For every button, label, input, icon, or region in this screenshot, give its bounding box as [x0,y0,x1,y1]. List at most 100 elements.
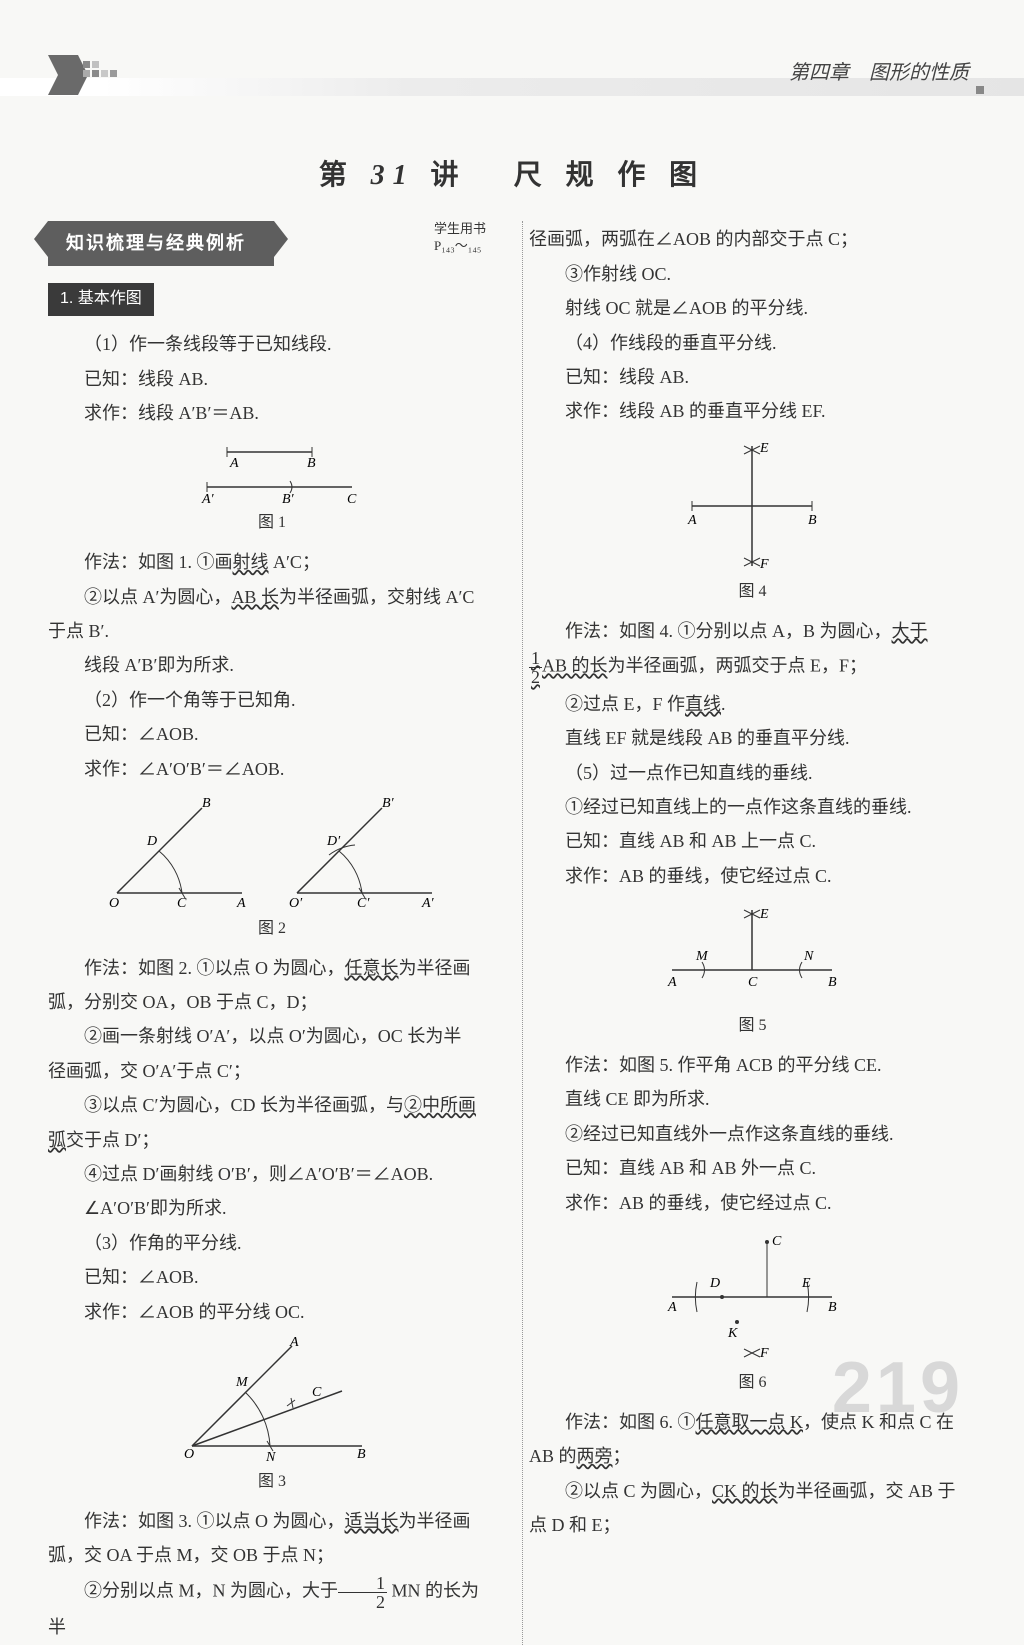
text: ④过点 D′画射线 O′B′，则∠A′O′B′＝∠AOB. [48,1158,496,1190]
section-banner: 知识梳理与经典例析 学生用书 P₁₄₃～₁₄₅ [48,221,496,265]
text: 径画弧，两弧在∠AOB 的内部交于点 C； [529,223,976,255]
svg-text:E: E [759,441,769,456]
text: ∠A′O′B′即为所求. [48,1192,496,1224]
svg-text:B: B [307,456,316,471]
figure-4-caption: 图 4 [529,578,976,607]
text: （4）作线段的垂直平分线. [529,327,976,359]
svg-text:F: F [759,1346,769,1361]
text: 求作：∠AOB 的平分线 OC. [48,1296,496,1328]
text: （3）作角的平分线. [48,1227,496,1259]
text: 弧，分别交 OA，OB 于点 C，D； [48,986,496,1018]
logo-icon [48,55,118,95]
svg-text:F: F [759,557,769,572]
svg-text:A′: A′ [201,492,215,507]
text: ③以点 C′为圆心，CD 长为半径画弧，与②中所画 [48,1089,496,1121]
title-prefix: 第 [319,159,355,190]
chapter-label: 第四章 图形的性质 [789,55,969,91]
figure-4: A B E F 图 4 [529,436,976,607]
text: 求作：AB 的垂线，使它经过点 C. [529,1187,976,1219]
svg-text:A: A [667,1300,677,1315]
svg-text:A: A [289,1336,299,1350]
text: 求作：∠A′O′B′＝∠AOB. [48,753,496,785]
left-column: 知识梳理与经典例析 学生用书 P₁₄₃～₁₄₅ 1. 基本作图 （1）作一条线段… [48,221,502,1645]
text: 线段 A′B′即为所求. [48,649,496,681]
text: （2）作一个角等于已知角. [48,684,496,716]
text: 作法：如图 2. ①以点 O 为圆心，任意长为半径画 [48,952,496,984]
svg-text:D: D [146,834,157,849]
svg-text:B: B [828,1300,837,1315]
svg-text:O: O [109,896,119,911]
svg-text:E: E [759,907,769,922]
figure-1-caption: 图 1 [48,509,496,538]
text: 射线 OC 就是∠AOB 的平分线. [529,292,976,324]
title-main: 尺 规 作 图 [514,159,705,190]
text: 求作：AB 的垂线，使它经过点 C. [529,860,976,892]
svg-text:O: O [184,1447,194,1462]
svg-text:C: C [748,975,758,990]
text: ③作射线 OC. [529,258,976,290]
text: ②以点 A′为圆心，AB 长为半径画弧，交射线 A′C [48,581,496,613]
svg-text:B: B [202,796,211,811]
text: 作法：如图 5. 作平角 ACB 的平分线 CE. [529,1049,976,1081]
text: ②画一条射线 O′A′，以点 O′为圆心，OC 长为半 [48,1020,496,1052]
svg-text:A: A [687,513,697,528]
svg-text:A′: A′ [421,896,435,911]
subsection-heading: 1. 基本作图 [48,283,154,316]
text: 已知：∠AOB. [48,1261,496,1293]
text: 作法：如图 3. ①以点 O 为圆心，适当长为半径画 [48,1505,496,1537]
figure-5: A B M N C E 图 5 [529,900,976,1041]
text: 求作：线段 A′B′＝AB. [48,397,496,429]
text: 径画弧，交 O′A′于点 C′； [48,1055,496,1087]
text: 于点 B′. [48,615,496,647]
svg-text:M: M [235,1375,249,1390]
svg-text:C: C [347,492,357,507]
svg-text:E: E [801,1276,811,1291]
banner-side: 学生用书 P₁₄₃～₁₄₅ [434,221,486,255]
svg-text:C: C [312,1385,322,1400]
text: （5）过一点作已知直线的垂线. [529,757,976,789]
banner-side-top: 学生用书 [434,221,486,238]
text: 已知：直线 AB 和 AB 外一点 C. [529,1152,976,1184]
text: 已知：直线 AB 和 AB 上一点 C. [529,825,976,857]
text: 作法：如图 1. ①画射线 A′C； [48,546,496,578]
text: 弧交于点 D′； [48,1124,496,1156]
svg-text:O′: O′ [289,896,303,911]
svg-text:A: A [236,896,246,911]
text: ②经过已知直线外一点作这条直线的垂线. [529,1118,976,1150]
page-number: 219 [832,1324,964,1454]
text: ①经过已知直线上的一点作这条直线的垂线. [529,791,976,823]
svg-text:C: C [177,896,187,911]
text: 直线 EF 就是线段 AB 的垂直平分线. [529,722,976,754]
svg-text:B: B [357,1447,366,1462]
svg-text:C: C [772,1234,782,1249]
text: 作法：如图 4. ①分别以点 A，B 为圆心，大于 [529,615,976,647]
svg-text:D: D [709,1276,720,1291]
svg-text:A: A [667,975,677,990]
figure-1: A B A′ B′ C 图 1 [48,437,496,538]
text: 已知：线段 AB. [529,361,976,393]
svg-text:B: B [828,975,837,990]
svg-text:C′: C′ [357,896,370,911]
svg-text:B′: B′ [382,796,395,811]
banner-side-bottom: P₁₄₃～₁₄₅ [434,238,486,255]
text: 已知：线段 AB. [48,363,496,395]
text: 弧，交 OA 于点 M，交 OB 于点 N； [48,1539,496,1571]
lesson-title: 第 31 讲 尺 规 作 图 [48,150,976,201]
text: 直线 CE 即为所求. [529,1083,976,1115]
figure-2-caption: 图 2 [48,915,496,944]
text: 12AB 的长为半径画弧，两弧交于点 E，F； [529,649,976,686]
banner-label: 知识梳理与经典例析 [48,221,274,265]
svg-text:N: N [265,1450,276,1465]
text: ②过点 E，F 作直线. [529,688,976,720]
edge-decoration [976,86,984,94]
figure-2: O C A D B O′ C′ A′ D′ B′ [48,793,496,944]
svg-text:B′: B′ [282,492,295,507]
title-number: 31 [371,160,415,191]
text: ②以点 C 为圆心，CK 的长为半径画弧，交 AB 于 [529,1475,976,1507]
text: 已知：∠AOB. [48,718,496,750]
figure-5-caption: 图 5 [529,1012,976,1041]
figure-3-caption: 图 3 [48,1468,496,1497]
svg-text:K: K [727,1326,738,1341]
svg-text:A: A [229,456,239,471]
svg-text:B: B [808,513,817,528]
